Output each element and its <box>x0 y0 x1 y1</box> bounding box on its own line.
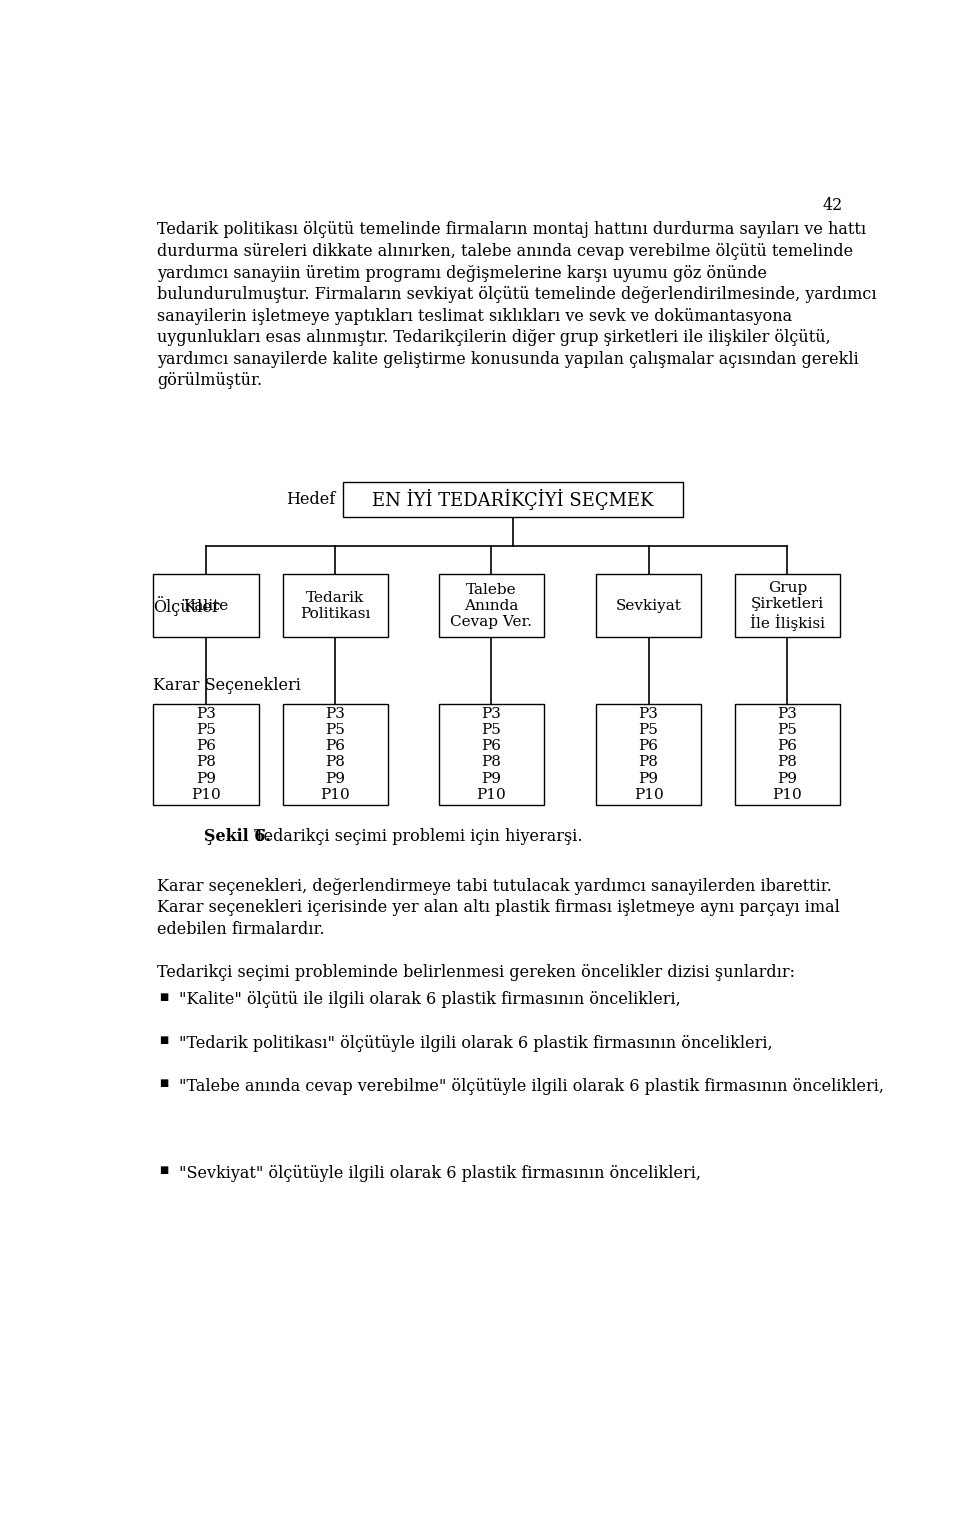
Text: Hedef: Hedef <box>286 491 335 508</box>
Text: P3
P5
P6
P8
P9
P10: P3 P5 P6 P8 P9 P10 <box>321 708 350 802</box>
Text: 42: 42 <box>823 197 843 214</box>
Text: edebilen firmalardır.: edebilen firmalardır. <box>157 921 324 938</box>
FancyBboxPatch shape <box>154 703 259 805</box>
Text: "Talebe anında cevap verebilme" ölçütüyle ilgili olarak 6 plastik firmasının önc: "Talebe anında cevap verebilme" ölçütüyl… <box>179 1078 884 1095</box>
FancyBboxPatch shape <box>283 573 388 637</box>
Text: yardımcı sanayiin üretim programı değişmelerine karşı uyumu göz önünde: yardımcı sanayiin üretim programı değişm… <box>157 265 767 282</box>
Text: ■: ■ <box>158 1080 168 1089</box>
FancyBboxPatch shape <box>344 482 683 517</box>
Text: Karar Seçenekleri: Karar Seçenekleri <box>154 677 301 694</box>
Text: ■: ■ <box>158 1167 168 1176</box>
Text: Talebe
Anında
Cevap Ver.: Talebe Anında Cevap Ver. <box>450 583 532 628</box>
FancyBboxPatch shape <box>439 573 544 637</box>
Text: durdurma süreleri dikkate alınırken, talebe anında cevap verebilme ölçütü temeli: durdurma süreleri dikkate alınırken, tal… <box>157 242 853 261</box>
Text: Karar seçenekleri içerisinde yer alan altı plastik firması işletmeye aynı parçay: Karar seçenekleri içerisinde yer alan al… <box>157 900 840 917</box>
Text: görülmüştür.: görülmüştür. <box>157 372 262 389</box>
Text: Şekil 6.: Şekil 6. <box>204 828 271 845</box>
Text: P3
P5
P6
P8
P9
P10: P3 P5 P6 P8 P9 P10 <box>191 708 221 802</box>
FancyBboxPatch shape <box>734 573 840 637</box>
Text: P3
P5
P6
P8
P9
P10: P3 P5 P6 P8 P9 P10 <box>773 708 803 802</box>
Text: yardımcı sanayilerde kalite geliştirme konusunda yapılan çalışmalar açısından ge: yardımcı sanayilerde kalite geliştirme k… <box>157 351 859 368</box>
Text: Tedarik
Politikası: Tedarik Politikası <box>300 590 371 621</box>
Text: bulundurulmuştur. Firmaların sevkiyat ölçütü temelinde değerlendirilmesinde, yar: bulundurulmuştur. Firmaların sevkiyat öl… <box>157 287 876 303</box>
Text: "Kalite" ölçütü ile ilgili olarak 6 plastik firmasının öncelikleri,: "Kalite" ölçütü ile ilgili olarak 6 plas… <box>179 991 681 1008</box>
Text: ■: ■ <box>158 993 168 1002</box>
FancyBboxPatch shape <box>596 573 701 637</box>
FancyBboxPatch shape <box>154 573 259 637</box>
Text: Tedarikçi seçimi probleminde belirlenmesi gereken öncelikler dizisi şunlardır:: Tedarikçi seçimi probleminde belirlenmes… <box>157 964 795 981</box>
Text: Grup
Şirketleri
İle İlişkisi: Grup Şirketleri İle İlişkisi <box>750 581 825 631</box>
FancyBboxPatch shape <box>283 703 388 805</box>
Text: uygunlukları esas alınmıştır. Tedarikçilerin diğer grup şirketleri ile ilişkiler: uygunlukları esas alınmıştır. Tedarikçil… <box>157 329 831 346</box>
FancyBboxPatch shape <box>734 703 840 805</box>
Text: EN İYİ TEDARİKÇİYİ SEÇMEK: EN İYİ TEDARİKÇİYİ SEÇMEK <box>372 490 654 509</box>
Text: Tedarikçi seçimi problemi için hiyerarşi.: Tedarikçi seçimi problemi için hiyerarşi… <box>244 828 583 845</box>
Text: Ölçütler: Ölçütler <box>154 596 220 616</box>
Text: ■: ■ <box>158 1035 168 1045</box>
Text: "Sevkiyat" ölçütüyle ilgili olarak 6 plastik firmasının öncelikleri,: "Sevkiyat" ölçütüyle ilgili olarak 6 pla… <box>179 1165 701 1182</box>
Text: "Tedarik politikası" ölçütüyle ilgili olarak 6 plastik firmasının öncelikleri,: "Tedarik politikası" ölçütüyle ilgili ol… <box>179 1034 773 1052</box>
Text: Sevkiyat: Sevkiyat <box>615 599 682 613</box>
FancyBboxPatch shape <box>596 703 701 805</box>
Text: P3
P5
P6
P8
P9
P10: P3 P5 P6 P8 P9 P10 <box>634 708 663 802</box>
Text: Karar seçenekleri, değerlendirmeye tabi tutulacak yardımcı sanayilerden ibaretti: Karar seçenekleri, değerlendirmeye tabi … <box>157 877 832 895</box>
Text: sanayilerin işletmeye yaptıkları teslimat sıklıkları ve sevk ve dokümantasyona: sanayilerin işletmeye yaptıkları teslima… <box>157 308 792 325</box>
FancyBboxPatch shape <box>439 703 544 805</box>
Text: P3
P5
P6
P8
P9
P10: P3 P5 P6 P8 P9 P10 <box>476 708 506 802</box>
Text: Kalite: Kalite <box>183 599 228 613</box>
Text: Tedarik politikası ölçütü temelinde firmaların montaj hattını durdurma sayıları : Tedarik politikası ölçütü temelinde firm… <box>157 221 866 238</box>
